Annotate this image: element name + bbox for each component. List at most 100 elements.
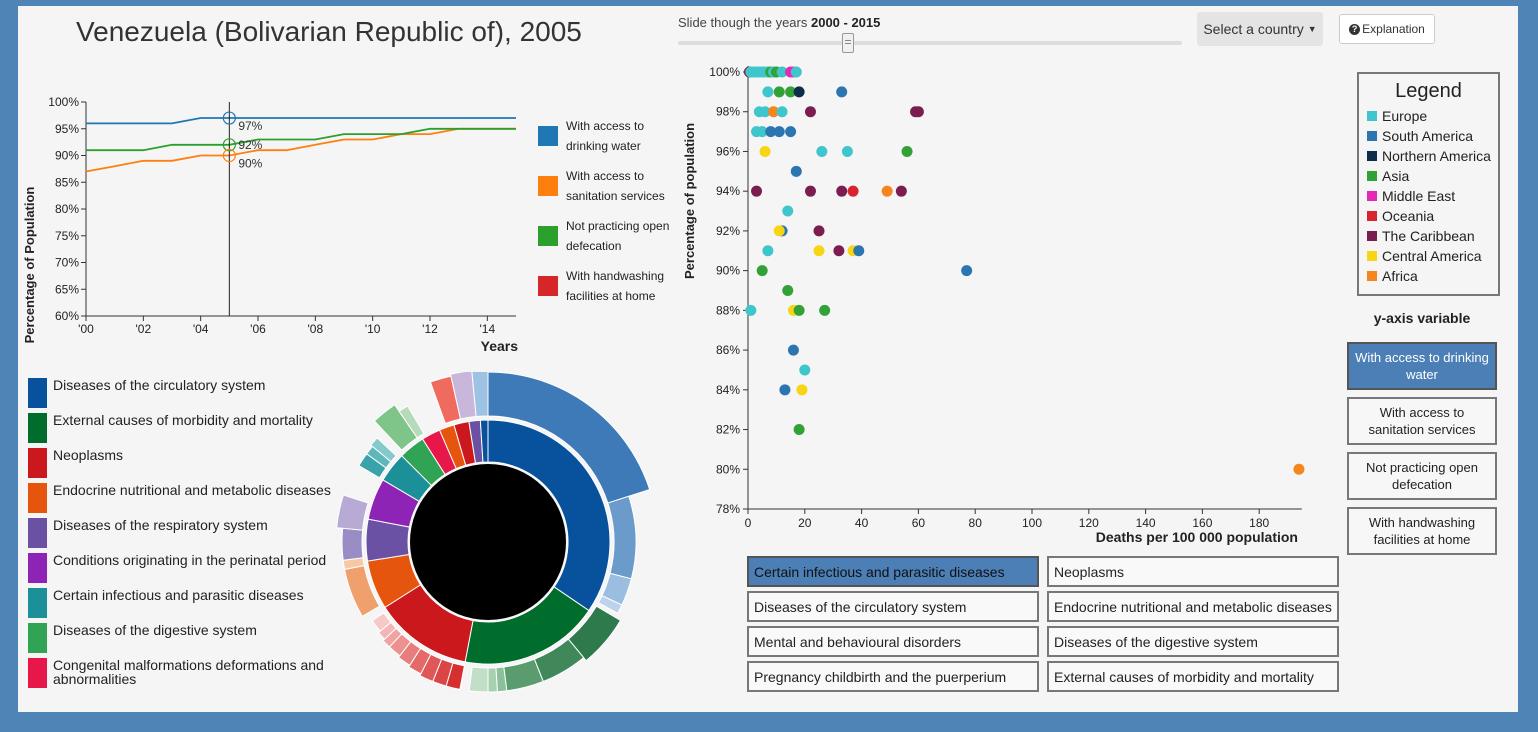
sunburst-outer-segment[interactable] xyxy=(468,666,489,693)
scatter-y-tick-label: 98% xyxy=(716,105,740,119)
explanation-button[interactable]: ? Explanation xyxy=(1339,14,1435,44)
line-series-0 xyxy=(86,117,516,125)
legend-swatch xyxy=(538,276,558,296)
scatter-point[interactable] xyxy=(816,145,828,157)
scatter-point[interactable] xyxy=(790,66,802,78)
sunburst-outer-segment[interactable] xyxy=(336,494,369,531)
yvar-button[interactable]: With access to drinking water xyxy=(1347,342,1497,390)
sunburst-inner-segment[interactable] xyxy=(479,419,489,463)
scatter-point[interactable] xyxy=(841,145,853,157)
sunburst-inner-segment[interactable] xyxy=(487,419,611,612)
scatter-point[interactable] xyxy=(793,304,805,316)
scatter-point[interactable] xyxy=(765,126,777,138)
scatter-point[interactable] xyxy=(1293,463,1305,475)
scatter-point[interactable] xyxy=(768,106,780,118)
sunburst-outer-segment[interactable] xyxy=(370,437,397,463)
legend-swatch xyxy=(1367,151,1377,161)
sunburst-outer-segment[interactable] xyxy=(487,667,498,693)
select-country-dropdown[interactable]: Select a country ▼ xyxy=(1197,12,1323,46)
line-legend-item: With access to drinking water xyxy=(538,116,678,156)
legend-swatch xyxy=(28,658,47,688)
cause-button[interactable]: Diseases of the circulatory system xyxy=(747,591,1039,622)
scatter-point[interactable] xyxy=(756,265,768,277)
scatter-y-tick-label: 90% xyxy=(716,264,740,278)
scatter-point[interactable] xyxy=(776,106,788,118)
line-x-tick-label: '08 xyxy=(308,322,324,336)
scatter-point[interactable] xyxy=(853,245,865,257)
sunburst-outer-segment[interactable] xyxy=(487,372,651,504)
year-slider-handle[interactable] xyxy=(842,33,854,53)
region-legend-item: Central America xyxy=(1367,248,1482,264)
legend-swatch xyxy=(28,483,47,513)
legend-swatch xyxy=(28,378,47,408)
cause-button[interactable]: Diseases of the digestive system xyxy=(1047,626,1339,657)
scatter-point[interactable] xyxy=(790,165,802,177)
scatter-point[interactable] xyxy=(961,265,973,277)
scatter-point[interactable] xyxy=(782,205,794,217)
scatter-point[interactable] xyxy=(804,185,816,197)
scatter-point[interactable] xyxy=(773,86,785,98)
sunburst-legend-item: Congenital malformations deformations an… xyxy=(28,658,333,688)
scatter-point[interactable] xyxy=(819,304,831,316)
scatter-point[interactable] xyxy=(847,185,859,197)
line-y-tick-label: 65% xyxy=(55,282,79,296)
yvar-button[interactable]: Not practicing open defecation xyxy=(1347,452,1497,500)
scatter-point[interactable] xyxy=(779,384,791,396)
scatter-x-tick-label: 140 xyxy=(1136,516,1156,530)
scatter-point[interactable] xyxy=(804,106,816,118)
scatter-point[interactable] xyxy=(836,185,848,197)
scatter-point[interactable] xyxy=(773,225,785,237)
legend-swatch xyxy=(1367,131,1377,141)
scatter-point[interactable] xyxy=(762,245,774,257)
scatter-point[interactable] xyxy=(759,106,771,118)
line-x-tick-label: '14 xyxy=(480,322,496,336)
scatter-point[interactable] xyxy=(799,364,811,376)
year-marker-point xyxy=(222,148,236,163)
scatter-point[interactable] xyxy=(793,86,805,98)
scatter-point[interactable] xyxy=(773,126,785,138)
sunburst-outer-segment[interactable] xyxy=(597,594,623,614)
region-legend-label: Asia xyxy=(1382,168,1410,184)
legend-title: Legend xyxy=(1395,80,1462,102)
yvar-button[interactable]: With access to sanitation services xyxy=(1347,397,1497,445)
scatter-point[interactable] xyxy=(895,185,907,197)
cause-button[interactable]: External causes of morbidity and mortali… xyxy=(1047,661,1339,692)
scatter-point[interactable] xyxy=(785,86,797,98)
scatter-point[interactable] xyxy=(793,424,805,436)
yvar-button[interactable]: With handwashing facilities at home xyxy=(1347,507,1497,555)
year-slider-track[interactable] xyxy=(678,41,1182,45)
cause-button[interactable]: Pregnancy childbirth and the puerperium xyxy=(747,661,1039,692)
scatter-point[interactable] xyxy=(751,185,763,197)
sunburst-outer-segment[interactable] xyxy=(398,405,425,439)
line-legend-item: With access to sanitation services xyxy=(538,166,678,206)
scatter-point[interactable] xyxy=(762,86,774,98)
scatter-point[interactable] xyxy=(776,66,788,78)
scatter-point[interactable] xyxy=(813,245,825,257)
cause-button[interactable]: Certain infectious and parasitic disease… xyxy=(747,556,1039,587)
sunburst-outer-segment[interactable] xyxy=(471,372,489,418)
sunburst-outer-segment[interactable] xyxy=(371,612,392,632)
sunburst-legend-label: External causes of morbidity and mortali… xyxy=(53,412,313,428)
scatter-point[interactable] xyxy=(881,185,893,197)
sunburst-legend-item: Neoplasms xyxy=(28,448,333,478)
sunburst-outer-segment[interactable] xyxy=(341,527,364,561)
scatter-point[interactable] xyxy=(901,145,913,157)
scatter-point[interactable] xyxy=(912,106,924,118)
sunburst-outer-segment[interactable] xyxy=(607,495,637,580)
scatter-point[interactable] xyxy=(785,126,797,138)
scatter-point[interactable] xyxy=(836,86,848,98)
scatter-point[interactable] xyxy=(745,304,757,316)
region-legend-label: Oceania xyxy=(1382,208,1435,224)
scatter-point[interactable] xyxy=(782,285,794,296)
cause-button[interactable]: Mental and behavioural disorders xyxy=(747,626,1039,657)
cause-button[interactable]: Endocrine nutritional and metabolic dise… xyxy=(1047,591,1339,622)
sunburst-center[interactable] xyxy=(410,464,566,620)
scatter-point[interactable] xyxy=(833,245,845,257)
sunburst-legend-item: Diseases of the circulatory system xyxy=(28,378,333,408)
cause-button[interactable]: Neoplasms xyxy=(1047,556,1339,587)
scatter-point[interactable] xyxy=(759,145,771,157)
scatter-point[interactable] xyxy=(756,126,768,138)
scatter-point[interactable] xyxy=(787,344,799,356)
scatter-point[interactable] xyxy=(813,225,825,237)
scatter-point[interactable] xyxy=(796,384,808,396)
